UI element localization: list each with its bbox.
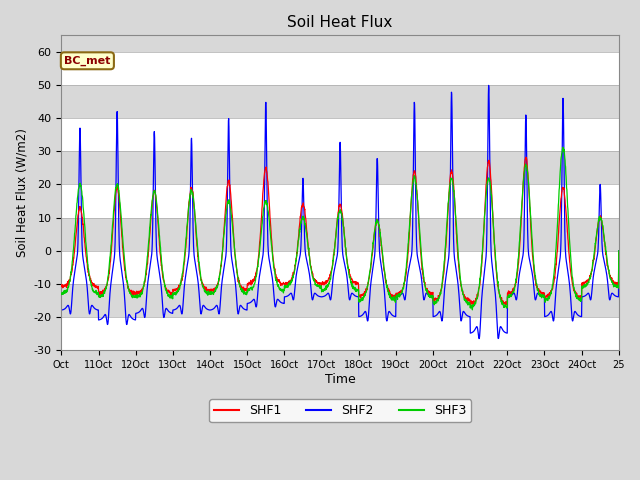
Bar <box>61 118 619 151</box>
Bar <box>61 317 619 350</box>
X-axis label: Time: Time <box>324 372 355 385</box>
Legend: SHF1, SHF2, SHF3: SHF1, SHF2, SHF3 <box>209 399 471 422</box>
Bar <box>61 184 619 217</box>
Text: BC_met: BC_met <box>64 56 111 66</box>
Bar <box>61 85 619 118</box>
Bar <box>61 284 619 317</box>
Title: Soil Heat Flux: Soil Heat Flux <box>287 15 393 30</box>
Bar <box>61 251 619 284</box>
Y-axis label: Soil Heat Flux (W/m2): Soil Heat Flux (W/m2) <box>15 128 28 257</box>
Bar <box>61 151 619 184</box>
Bar <box>61 52 619 85</box>
Bar <box>61 217 619 251</box>
